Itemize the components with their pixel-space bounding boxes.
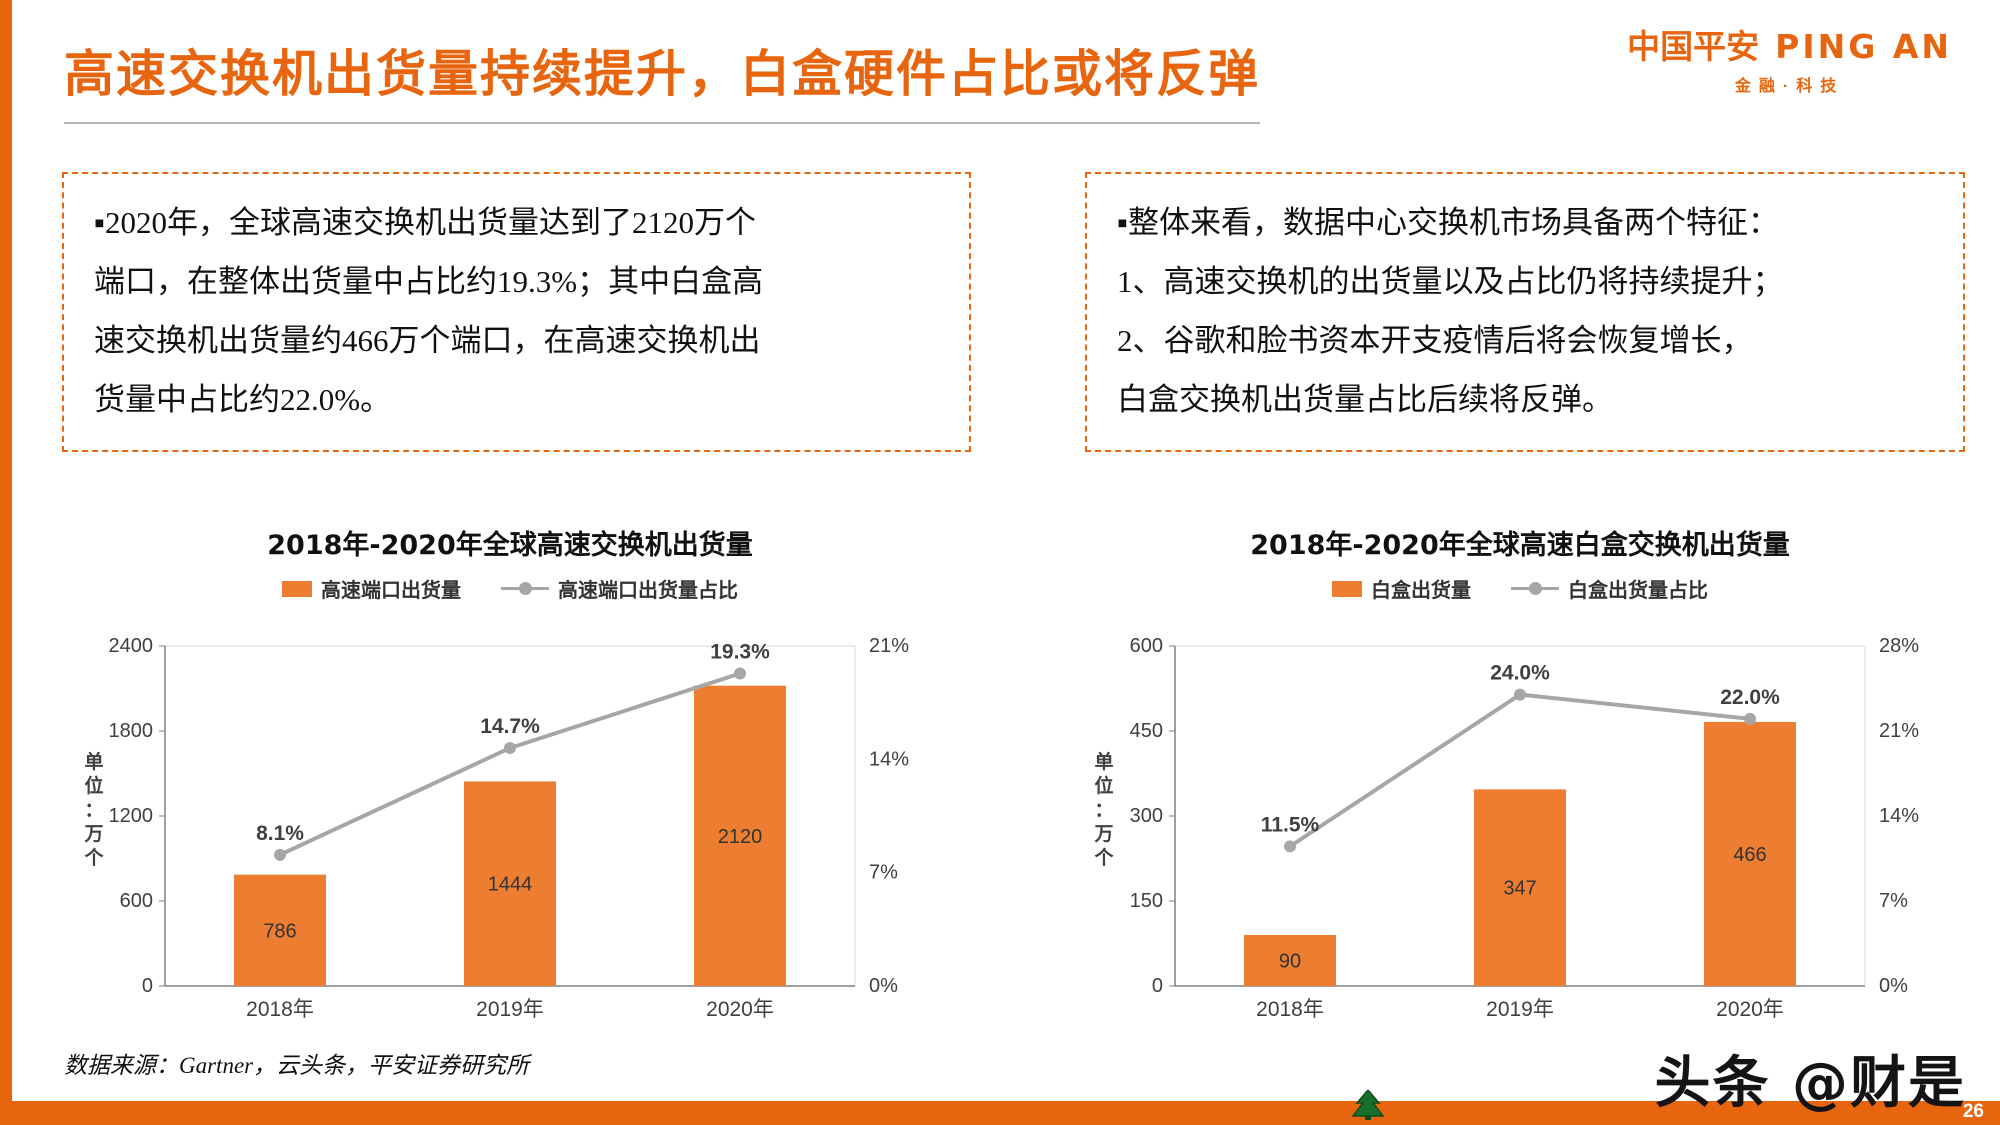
legend-line-label: 高速端口出货量占比 (558, 580, 738, 602)
logo-cn-text: 中国平安 (1627, 28, 1760, 65)
chart-right-canvas: 0 150 300 450 600 0% 7% 14% 21% 28% 2018年 90 2019年 34… (1080, 611, 1960, 1031)
svg-text:个: 个 (83, 847, 104, 869)
svg-text:7%: 7% (869, 862, 898, 884)
left-accent-strip (0, 0, 12, 1125)
svg-text:466: 466 (1733, 844, 1766, 866)
svg-text:单: 单 (1094, 750, 1113, 773)
svg-text:600: 600 (1130, 635, 1163, 657)
legend-item-bar: 高速端口出货量 (282, 574, 461, 603)
svg-text:0%: 0% (869, 975, 898, 997)
svg-text:万: 万 (83, 824, 103, 845)
legend-bar-label: 高速端口出货量 (321, 580, 461, 602)
svg-text:450: 450 (1130, 720, 1163, 742)
pingan-logo: 中国平安 PING AN 金融·科技 (1627, 20, 1952, 96)
svg-text:2020年: 2020年 (706, 998, 774, 1021)
logo-wordmark: 中国平安 PING AN (1627, 20, 1952, 68)
chart-block-right: 2018年-2020年全球高速白盒交换机出货量 白盒出货量 白盒出货量占比 0 1… (1080, 523, 1960, 1031)
svg-text:24.0%: 24.0% (1490, 662, 1550, 685)
svg-text:300: 300 (1130, 805, 1163, 827)
callout-line: ▪整体来看，数据中心交换机市场具备两个特征： (1117, 205, 1779, 240)
pine-tree-logo (1350, 1088, 1386, 1125)
svg-text:单: 单 (84, 750, 103, 773)
svg-text:0: 0 (142, 975, 153, 997)
bottom-accent-bar (0, 1101, 2000, 1125)
svg-text:位: 位 (84, 774, 103, 797)
svg-text:1200: 1200 (109, 805, 154, 827)
callout-line: 1、高速交换机的出货量以及占比仍将持续提升； (1117, 263, 1784, 299)
watermark-text: 头条 @财是 (1654, 1051, 1966, 1116)
svg-text:万: 万 (1093, 824, 1113, 845)
page-number: 26 (1962, 1101, 1984, 1122)
chart-left-title: 2018年-2020年全球高速交换机出货量 (267, 530, 753, 561)
svg-text:90: 90 (1279, 951, 1301, 973)
svg-text:7%: 7% (1879, 890, 1908, 912)
chart-left-legend: 高速端口出货量 高速端口出货量占比 (70, 574, 950, 603)
line-swatch-icon (1511, 582, 1559, 595)
svg-text:22.0%: 22.0% (1720, 686, 1780, 709)
bar-swatch-icon (282, 580, 312, 597)
callout-line: 速交换机出货量约466万个端口，在高速交换机出 (94, 322, 761, 358)
callout-line: 2、谷歌和脸书资本开支疫情后将会恢复增长， (1117, 322, 1753, 358)
svg-text:28%: 28% (1879, 635, 1919, 657)
slide-title: 高速交换机出货量持续提升，白盒硬件占比或将反弹 (64, 34, 1260, 124)
svg-text:2019年: 2019年 (1486, 998, 1554, 1021)
svg-text:21%: 21% (869, 635, 909, 657)
chart-left-canvas: 0 600 1200 1800 2400 0% 7% 14% 21% 2018年 786 2019年 1… (70, 611, 950, 1031)
svg-text:2018年: 2018年 (246, 998, 314, 1021)
legend-item-line: 白盒出货量占比 (1511, 574, 1708, 603)
svg-text:1444: 1444 (488, 874, 533, 896)
svg-text:14%: 14% (869, 748, 909, 770)
callout-line: 白盒交换机出货量占比后续将反弹。 (1117, 381, 1613, 417)
callout-line: ▪2020年，全球高速交换机出货量达到了2120万个 (94, 205, 756, 240)
svg-text:19.3%: 19.3% (710, 641, 770, 664)
chart-right-title: 2018年-2020年全球高速白盒交换机出货量 (1250, 530, 1790, 561)
svg-text:21%: 21% (1879, 720, 1919, 742)
svg-text:2120: 2120 (718, 826, 763, 848)
svg-text:2019年: 2019年 (476, 998, 544, 1021)
line-swatch-icon (501, 582, 549, 595)
bar-swatch-icon (1332, 580, 1362, 597)
svg-text:0: 0 (1152, 975, 1163, 997)
svg-text:：: ： (1094, 800, 1113, 821)
line-dot-icon (1529, 582, 1542, 595)
legend-item-line: 高速端口出货量占比 (501, 574, 738, 603)
data-source-text: 数据来源：Gartner，云头条，平安证券研究所 (64, 1053, 530, 1078)
logo-subtitle: 金融·科技 (1734, 78, 1845, 95)
legend-item-bar: 白盒出货量 (1332, 574, 1471, 603)
chart-right-legend: 白盒出货量 白盒出货量占比 (1080, 574, 1960, 603)
svg-text:：: ： (84, 800, 103, 821)
callout-line: 端口，在整体出货量中占比约19.3%；其中白盒高 (94, 263, 764, 299)
callout-right: ▪整体来看，数据中心交换机市场具备两个特征： 1、高速交换机的出货量以及占比仍将持… (1085, 172, 1965, 452)
svg-text:1800: 1800 (109, 720, 154, 742)
logo-en-text: PING AN (1775, 27, 1952, 66)
svg-text:150: 150 (1130, 890, 1163, 912)
svg-text:14.7%: 14.7% (480, 715, 540, 738)
svg-text:11.5%: 11.5% (1261, 813, 1320, 836)
svg-text:786: 786 (263, 920, 296, 942)
chart-block-left: 2018年-2020年全球高速交换机出货量 高速端口出货量 高速端口出货量占比 … (70, 523, 950, 1031)
svg-text:2400: 2400 (109, 635, 154, 657)
legend-bar-label: 白盒出货量 (1371, 580, 1471, 602)
legend-line-label: 白盒出货量占比 (1568, 580, 1708, 602)
svg-text:位: 位 (1094, 774, 1113, 797)
callout-left: ▪2020年，全球高速交换机出货量达到了2120万个 端口，在整体出货量中占比约1… (62, 172, 971, 452)
svg-text:347: 347 (1503, 878, 1536, 900)
svg-text:2018年: 2018年 (1256, 998, 1324, 1021)
svg-text:14%: 14% (1879, 805, 1919, 827)
svg-text:0%: 0% (1879, 975, 1908, 997)
callout-line: 货量中占比约22.0%。 (94, 381, 392, 417)
svg-text:2020年: 2020年 (1716, 998, 1784, 1021)
pine-tree-icon (1351, 1088, 1385, 1120)
svg-text:个: 个 (1093, 847, 1114, 869)
line-dot-icon (519, 582, 532, 595)
svg-text:8.1%: 8.1% (256, 822, 304, 845)
svg-text:600: 600 (120, 890, 153, 912)
